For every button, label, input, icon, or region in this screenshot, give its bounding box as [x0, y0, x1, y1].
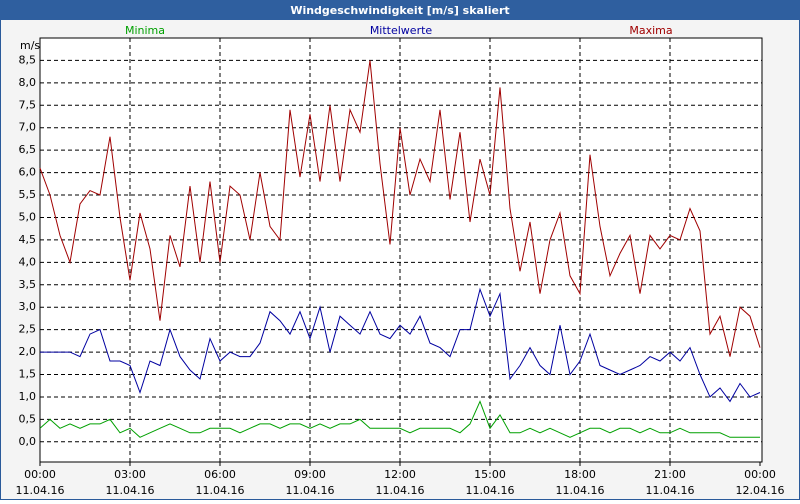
y-tick-label: 4,5	[19, 233, 37, 246]
plot-area	[39, 37, 763, 463]
x-tick-label: 18:00	[564, 468, 596, 481]
y-tick-label: 2,0	[19, 345, 37, 358]
legend-label: Mittelwerte	[370, 24, 433, 37]
y-tick-label: 5,0	[19, 210, 37, 223]
y-tick-label: 8,0	[19, 76, 37, 89]
x-tick-label: 09:00	[294, 468, 326, 481]
legend-label: Minima	[125, 24, 165, 37]
y-tick-label: 0,0	[19, 435, 37, 448]
y-tick-label: 7,0	[19, 121, 37, 134]
series-line	[40, 287, 761, 403]
x-tick-label: 15:00	[474, 468, 506, 481]
x-tick-date: 11.04.16	[646, 484, 695, 497]
title-bar	[0, 0, 800, 20]
x-tick-date: 11.04.16	[16, 484, 65, 497]
legend-label: Maxima	[629, 24, 672, 37]
x-tick-date: 11.04.16	[556, 484, 605, 497]
x-tick-date: 11.04.16	[286, 484, 335, 497]
y-tick-label: 2,5	[19, 323, 37, 336]
y-tick-label: 7,5	[19, 98, 37, 111]
x-tick-label: 12:00	[384, 468, 416, 481]
x-tick-label: 00:00	[744, 468, 776, 481]
x-tick-date: 12.04.16	[736, 484, 785, 497]
y-axis-unit: m/s	[20, 39, 40, 52]
x-tick-label: 21:00	[654, 468, 686, 481]
y-tick-label: 8,5	[19, 53, 37, 66]
x-tick-date: 11.04.16	[106, 484, 155, 497]
y-tick-label: 3,0	[19, 300, 37, 313]
x-tick-label: 06:00	[204, 468, 236, 481]
series-line	[39, 60, 761, 357]
y-tick-label: 5,5	[19, 188, 37, 201]
series-line	[39, 400, 760, 438]
y-tick-label: 1,0	[19, 390, 37, 403]
x-tick-label: 00:00	[24, 468, 56, 481]
x-tick-date: 11.04.16	[466, 484, 515, 497]
chart-title: Windgeschwindigkeit [m/s] skaliert	[290, 4, 509, 17]
x-tick-label: 03:00	[114, 468, 146, 481]
y-tick-label: 4,0	[19, 255, 37, 268]
y-tick-label: 6,5	[19, 143, 37, 156]
x-tick-date: 11.04.16	[376, 484, 425, 497]
y-tick-label: 3,5	[19, 278, 37, 291]
y-tick-label: 1,5	[19, 368, 37, 381]
y-tick-label: 6,0	[19, 166, 37, 179]
y-tick-label: 0,5	[19, 412, 37, 425]
x-tick-date: 11.04.16	[196, 484, 245, 497]
